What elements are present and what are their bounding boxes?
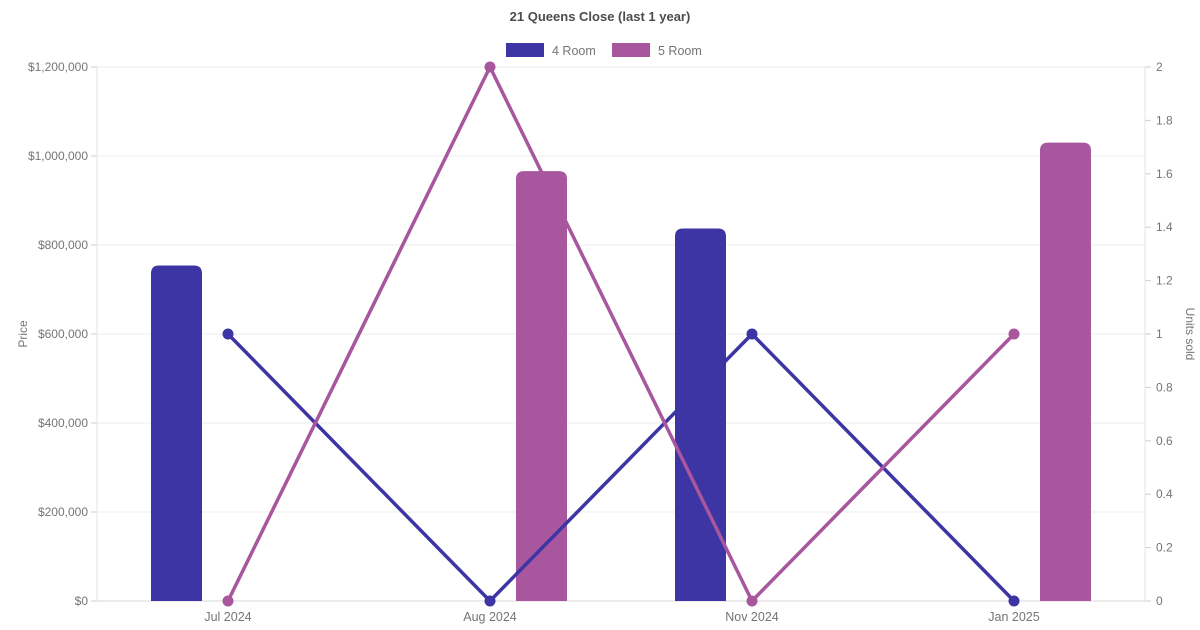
- point-4-room-jan-2025[interactable]: [1008, 595, 1020, 607]
- point-5-room-jul-2024[interactable]: [222, 595, 234, 607]
- right-axis-title: Units sold: [1183, 308, 1197, 361]
- right-tick-label-0: 0: [1156, 594, 1163, 608]
- point-4-room-aug-2024[interactable]: [484, 595, 496, 607]
- line-5-room: [226, 65, 1016, 603]
- point-5-room-jan-2025[interactable]: [1008, 328, 1020, 340]
- line-4-room: [226, 332, 1016, 603]
- left-tick-label--1-200-000: $1,200,000: [28, 60, 88, 74]
- bar-4-room-jul-2024[interactable]: [151, 265, 202, 601]
- lines-layer: [222, 61, 1020, 607]
- right-tick-label-1-2: 1.2: [1156, 274, 1173, 288]
- legend-label-5-room: 5 Room: [658, 44, 702, 58]
- x-tick-label-aug-2024: Aug 2024: [463, 610, 517, 624]
- legend: 4 Room 5 Room: [506, 43, 702, 58]
- right-tick-label-0-2: 0.2: [1156, 541, 1173, 555]
- point-4-room-nov-2024[interactable]: [746, 328, 758, 340]
- legend-item-4-room[interactable]: 4 Room: [506, 43, 596, 58]
- x-tick-label-nov-2024: Nov 2024: [725, 610, 779, 624]
- point-5-room-aug-2024[interactable]: [484, 61, 496, 73]
- left-tick-label--400-000: $400,000: [38, 416, 88, 430]
- legend-swatch-4-room-icon: [506, 43, 544, 57]
- x-tick-label-jan-2025: Jan 2025: [988, 610, 1039, 624]
- left-tick-label--0: $0: [75, 594, 89, 608]
- point-4-room-jul-2024[interactable]: [222, 328, 234, 340]
- right-tick-label-1: 1: [1156, 327, 1163, 341]
- left-tick-label--1-000-000: $1,000,000: [28, 149, 88, 163]
- left-axis-title: Price: [16, 320, 30, 348]
- right-tick-label-1-8: 1.8: [1156, 113, 1173, 127]
- bar-4-room-nov-2024[interactable]: [675, 228, 726, 601]
- left-tick-label--200-000: $200,000: [38, 505, 88, 519]
- right-tick-label-2: 2: [1156, 60, 1163, 74]
- chart-title: 21 Queens Close (last 1 year): [510, 9, 691, 24]
- right-tick-label-0-4: 0.4: [1156, 487, 1173, 501]
- right-tick-label-0-8: 0.8: [1156, 380, 1173, 394]
- left-tick-label--600-000: $600,000: [38, 327, 88, 341]
- right-tick-label-1-4: 1.4: [1156, 220, 1173, 234]
- x-tick-label-jul-2024: Jul 2024: [204, 610, 251, 624]
- left-tick-label--800-000: $800,000: [38, 238, 88, 252]
- legend-label-4-room: 4 Room: [552, 44, 596, 58]
- bar-5-room-aug-2024[interactable]: [516, 171, 567, 601]
- bar-5-room-jan-2025[interactable]: [1040, 142, 1091, 601]
- bars-layer: [151, 142, 1091, 601]
- point-5-room-nov-2024[interactable]: [746, 595, 758, 607]
- right-tick-label-0-6: 0.6: [1156, 434, 1173, 448]
- legend-swatch-5-room-icon: [612, 43, 650, 57]
- legend-item-5-room[interactable]: 5 Room: [612, 43, 702, 58]
- axes-layer: $0 $200,000 $400,000 $600,000 $800,000 $1,000…: [28, 60, 1173, 624]
- right-tick-label-1-6: 1.6: [1156, 167, 1173, 181]
